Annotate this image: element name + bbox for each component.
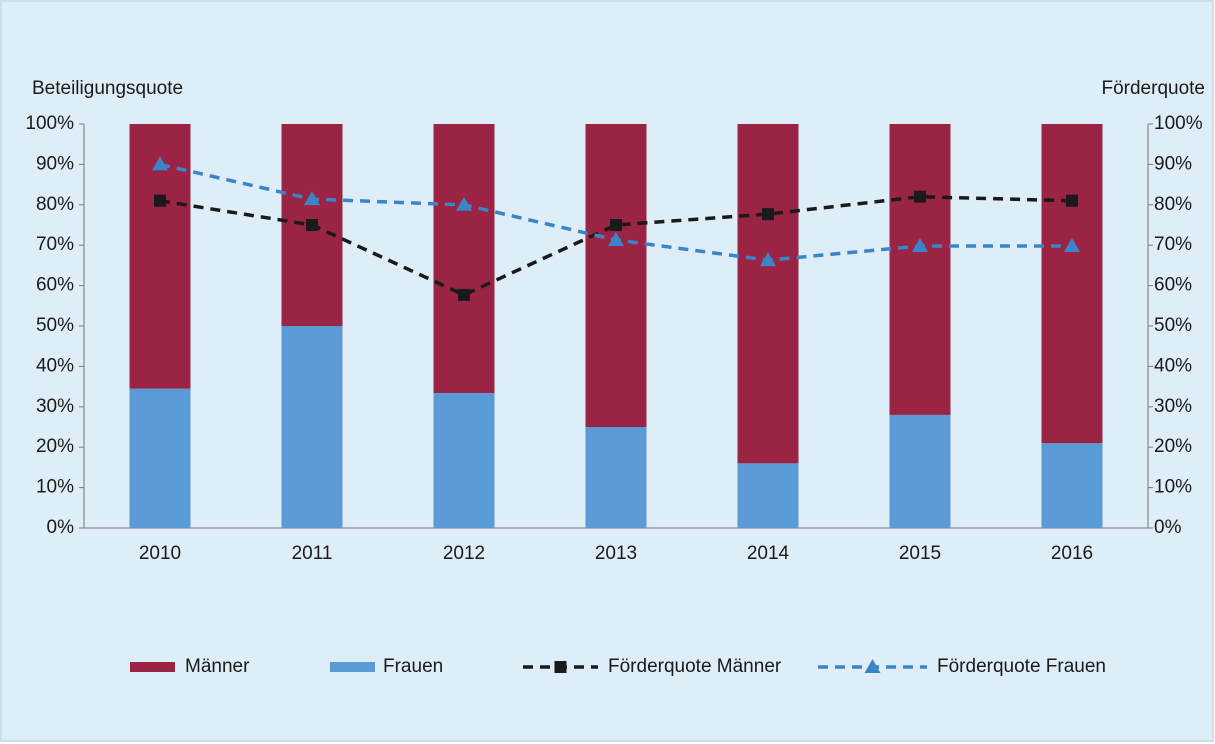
line-marker bbox=[610, 219, 622, 231]
legend-label: Männer bbox=[185, 656, 250, 677]
y-tick-label: 70% bbox=[36, 234, 74, 255]
line-marker bbox=[306, 219, 318, 231]
line-marker bbox=[760, 252, 776, 267]
line-marker bbox=[154, 194, 166, 207]
bar-segment bbox=[433, 124, 495, 394]
line-marker bbox=[912, 238, 928, 253]
y2-tick-label: 40% bbox=[1154, 355, 1192, 376]
bar-segment bbox=[737, 124, 799, 464]
x-tick-label: 2016 bbox=[1051, 543, 1093, 564]
legend-swatch bbox=[330, 662, 375, 672]
y-tick-label: 20% bbox=[36, 436, 74, 457]
line-marker bbox=[762, 208, 774, 221]
y2-tick-label: 60% bbox=[1154, 275, 1192, 296]
legend-label: Frauen bbox=[383, 656, 443, 677]
x-tick-label: 2012 bbox=[443, 543, 485, 564]
bar-segment bbox=[585, 124, 647, 427]
y2-tick-label: 10% bbox=[1154, 477, 1192, 498]
legend-label: Förderquote Frauen bbox=[937, 656, 1106, 677]
line-marker bbox=[1066, 194, 1078, 207]
legend-marker bbox=[864, 659, 881, 673]
y-tick-label: 30% bbox=[36, 396, 74, 417]
line-marker bbox=[458, 288, 470, 301]
y2-tick-label: 70% bbox=[1154, 234, 1192, 255]
y2-tick-label: 20% bbox=[1154, 436, 1192, 457]
x-tick-label: 2014 bbox=[747, 543, 790, 564]
y-tick-label: 90% bbox=[36, 153, 74, 174]
y-tick-label: 10% bbox=[36, 477, 74, 498]
x-tick-label: 2011 bbox=[292, 543, 333, 564]
y-tick-label: 80% bbox=[36, 194, 74, 215]
y2-tick-label: 30% bbox=[1154, 396, 1192, 417]
y2-tick-label: 80% bbox=[1154, 194, 1192, 215]
y-tick-label: 60% bbox=[36, 275, 74, 296]
line-marker bbox=[456, 196, 472, 211]
bar-segment bbox=[281, 326, 343, 528]
legend-swatch bbox=[130, 662, 175, 672]
y2-tick-label: 50% bbox=[1154, 315, 1192, 336]
x-tick-label: 2010 bbox=[139, 543, 181, 564]
line-marker bbox=[304, 191, 320, 206]
line-marker bbox=[608, 231, 624, 246]
y-axis-label: Beteiligungsquote bbox=[32, 78, 183, 99]
x-tick-label: 2015 bbox=[899, 543, 941, 564]
bar-segment bbox=[889, 124, 951, 415]
bar-segment bbox=[585, 427, 647, 528]
line-marker bbox=[1064, 238, 1080, 253]
legend-label: Förderquote Männer bbox=[608, 656, 782, 677]
bar-segment bbox=[1041, 124, 1103, 444]
line-marker bbox=[914, 190, 926, 203]
y-tick-label: 0% bbox=[47, 517, 75, 538]
y2-tick-label: 90% bbox=[1154, 153, 1192, 174]
bar-segment bbox=[737, 463, 799, 528]
y-tick-label: 40% bbox=[36, 355, 74, 376]
bar-segment bbox=[433, 393, 495, 528]
x-tick-label: 2013 bbox=[595, 543, 637, 564]
bar-segment bbox=[889, 414, 951, 528]
bar-segment bbox=[129, 388, 191, 528]
y-tick-label: 100% bbox=[25, 113, 74, 134]
y2-tick-label: 0% bbox=[1154, 517, 1182, 538]
y-tick-label: 50% bbox=[36, 315, 74, 336]
bar-segment bbox=[1041, 443, 1103, 528]
y2-axis-label: Förderquote bbox=[1101, 78, 1205, 99]
legend-marker bbox=[554, 661, 567, 673]
y2-tick-label: 100% bbox=[1154, 113, 1203, 134]
line-marker bbox=[152, 156, 168, 171]
